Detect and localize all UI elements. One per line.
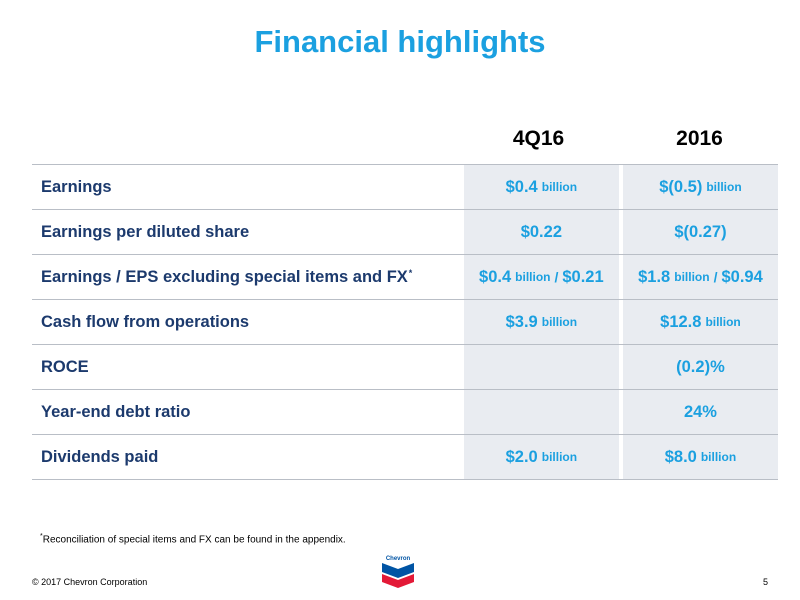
cell-unit: billion <box>706 180 742 194</box>
logo-wordmark: Chevron <box>386 556 411 562</box>
cell-2016: $1.8 billion / $0.94 <box>622 255 778 299</box>
cell-value: $8.0 <box>664 447 697 466</box>
cell-unit: billion <box>541 315 578 329</box>
cell-unit: billion <box>705 315 741 329</box>
footnote-marker: * <box>40 533 43 540</box>
cell-2016: (0.2)% <box>622 345 778 389</box>
cell-unit: billion <box>674 270 710 284</box>
table-row: ROCE (0.2)% <box>32 345 778 390</box>
row-label: Earnings <box>41 177 112 196</box>
financial-table: Earnings $0.4 billion $(0.5) billion Ear… <box>32 164 778 480</box>
row-label: Earnings per diluted share <box>41 222 250 241</box>
cell-2016: $(0.5) billion <box>622 165 778 209</box>
footnote: *Reconciliation of special items and FX … <box>40 533 346 545</box>
cell-value-secondary: $0.21 <box>562 267 604 286</box>
table-row: Earnings $0.4 billion $(0.5) billion <box>32 165 778 210</box>
cell-4q16 <box>463 390 619 434</box>
cell-value: $0.4 <box>479 267 512 286</box>
cell-value-secondary: $0.94 <box>721 267 763 286</box>
cell-value: $1.8 <box>638 267 671 286</box>
cell-unit: billion <box>541 180 578 194</box>
table-row: Year-end debt ratio 24% <box>32 390 778 435</box>
copyright: © 2017 Chevron Corporation <box>32 577 148 587</box>
cell-value: $0.4 <box>505 177 538 196</box>
column-header-2016: 2016 <box>676 127 723 150</box>
cell-unit: billion <box>700 450 737 464</box>
cell-unit: billion <box>541 450 578 464</box>
cell-4q16 <box>463 345 619 389</box>
row-label-text: Earnings / EPS excluding special items a… <box>41 267 408 286</box>
cell-2016: 24% <box>622 390 778 434</box>
cell-value: $3.9 <box>505 312 538 331</box>
cell-4q16: $3.9 billion <box>463 300 619 344</box>
cell-value: 24% <box>683 402 717 421</box>
table-row: Earnings / EPS excluding special items a… <box>32 255 778 300</box>
cell-4q16: $0.4 billion <box>463 165 619 209</box>
cell-value: $(0.27) <box>674 222 727 241</box>
slide-title: Financial highlights <box>254 24 546 59</box>
cell-unit: billion <box>515 270 551 284</box>
table-row: Dividends paid $2.0 billion $8.0 billion <box>32 435 778 480</box>
cell-value: $(0.5) <box>659 177 703 196</box>
cell-value: $2.0 <box>505 447 538 466</box>
footnote-text: Reconciliation of special items and FX c… <box>42 534 346 546</box>
column-header-4q16: 4Q16 <box>512 127 565 150</box>
table-row: Cash flow from operations $3.9 billion $… <box>32 300 778 345</box>
cell-separator: / <box>713 269 718 285</box>
page-number: 5 <box>762 577 768 587</box>
row-label: Year-end debt ratio <box>41 402 191 421</box>
table-row: Earnings per diluted share $0.22 $(0.27) <box>32 210 778 255</box>
cell-4q16: $0.22 <box>463 210 619 254</box>
row-label: Cash flow from operations <box>41 312 250 331</box>
cell-2016: $12.8 billion <box>622 300 778 344</box>
cell-2016: $8.0 billion <box>622 435 778 479</box>
chevron-logo: Chevron <box>382 556 414 588</box>
cell-2016: $(0.27) <box>622 210 778 254</box>
row-label: Dividends paid <box>41 447 159 466</box>
cell-value: $0.22 <box>520 222 562 241</box>
cell-4q16: $2.0 billion <box>463 435 619 479</box>
row-label: Earnings / EPS excluding special items a… <box>32 255 464 299</box>
cell-4q16: $0.4 billion / $0.21 <box>463 255 619 299</box>
row-label: ROCE <box>41 357 89 376</box>
cell-separator: / <box>554 269 559 285</box>
cell-value: $12.8 <box>660 312 702 331</box>
cell-value: (0.2)% <box>676 357 725 376</box>
footnote-marker: * <box>408 268 413 278</box>
